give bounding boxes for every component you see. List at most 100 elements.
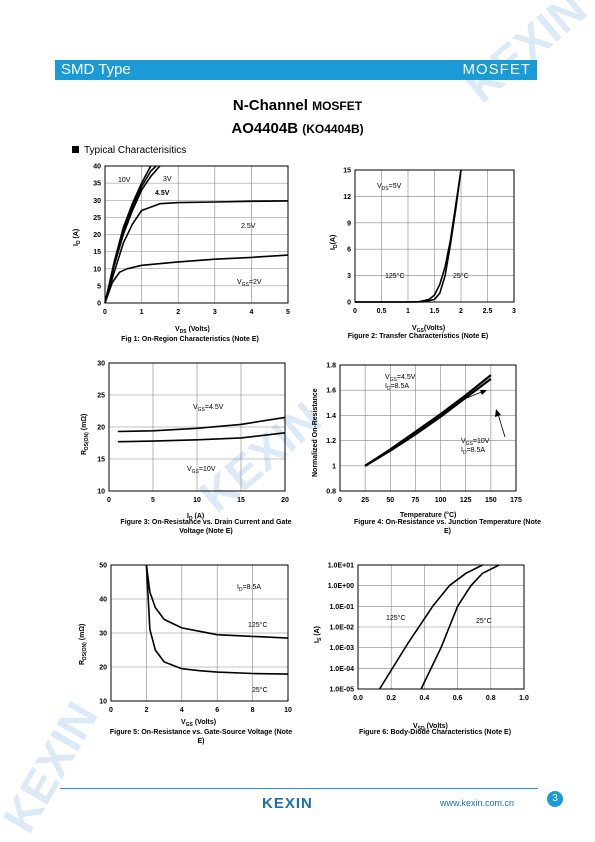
- fig4-ytick-label: 1.6: [326, 388, 336, 395]
- fig1-series-line-3: [104, 200, 289, 304]
- fig4-xtick-label: 150: [485, 497, 497, 504]
- fig1-ylabel: ID (A): [73, 229, 82, 246]
- fig3-series-line-1: [117, 432, 286, 443]
- fig5-ytick-label: 20: [99, 665, 107, 672]
- fig5-ytick-label: 50: [99, 563, 107, 570]
- part-alt: (KO4404B): [302, 122, 364, 136]
- fig1-grid: [105, 166, 288, 303]
- title-main: N-Channel: [232, 97, 308, 114]
- fig2-grid: [355, 170, 514, 302]
- fig1-xtick-label: 2: [176, 309, 180, 316]
- fig2-frame: [354, 169, 515, 303]
- fig1-series-line-4: [104, 254, 289, 304]
- fig1-frame: [104, 165, 289, 304]
- fig5-xtick-label: 6: [215, 707, 219, 714]
- fig6-caption: Figure 6: Body-Diode Characteristics (No…: [358, 729, 512, 736]
- fig2-yticks: 0 3 6 9 12 15: [343, 168, 351, 307]
- fig3-series: [117, 416, 286, 443]
- fig1-ytick-label: 10: [93, 266, 101, 273]
- fig4-xtick-label: 25: [361, 497, 369, 504]
- part-number: AO4404B (KO4404B): [0, 120, 595, 137]
- fig4-caption: Figure 4: On-Resistance vs. Junction Tem…: [354, 519, 541, 535]
- fig2-xtick-label: 0: [353, 308, 357, 315]
- page-title: N-Channel MOSFET: [0, 97, 595, 114]
- fig2-label-25c: 25°C: [453, 272, 469, 280]
- section-heading: Typical Characterisitics: [72, 145, 186, 156]
- fig6-xtick-label: 0.8: [486, 695, 496, 702]
- fig3-ytick-label: 30: [97, 361, 105, 368]
- bullet-square-icon: [72, 146, 79, 153]
- fig5-xtick-label: 4: [180, 707, 184, 714]
- fig6-xticks: 0.0 0.2 0.4 0.6 0.8 1.0: [353, 695, 529, 702]
- fig6-ytick-label: 1.0E+01: [328, 563, 354, 570]
- fig2-xlabel: VGS(Volts): [412, 325, 445, 334]
- fig4-ytick-label: 1: [332, 463, 336, 470]
- part-main: AO4404B: [231, 120, 299, 137]
- fig2-xtick-label: 0.5: [377, 308, 387, 315]
- fig2-ytick-label: 9: [347, 220, 351, 227]
- fig4-xtick-label: 125: [460, 497, 472, 504]
- fig6-label-125c: 125°C: [386, 614, 406, 622]
- footer-url[interactable]: www.kexin.com.cn: [440, 798, 515, 808]
- fig2-series-line-1: [355, 169, 462, 303]
- fig6-frame: [357, 564, 525, 690]
- fig6-ytick-label: 1.0E-02: [329, 625, 354, 632]
- fig4-arrowhead-a-icon: [480, 390, 487, 395]
- fig2-xtick-label: 2.5: [483, 308, 493, 315]
- fig4-arrow-b: [497, 413, 506, 438]
- fig4-label-vgs-10v: VGS=10V: [461, 438, 490, 447]
- fig3-label-vgs-10v: VGS=10V: [187, 466, 216, 475]
- fig2-ytick-label: 12: [343, 194, 351, 201]
- fig5-xtick-label: 10: [284, 707, 292, 714]
- fig1-label-4-5v: 4.5V: [155, 190, 170, 197]
- fig3-xtick-label: 0: [107, 497, 111, 504]
- fig5-series-line-0: [145, 564, 289, 639]
- fig3-label-vgs-4-5v: VGS=4.5V: [193, 404, 224, 413]
- fig4-xlabel: Temperature (°C): [400, 511, 456, 519]
- fig1-ytick-label: 20: [93, 232, 101, 239]
- fig1-xtick-label: 1: [140, 309, 144, 316]
- fig6-ytick-label: 1.0E-05: [329, 687, 354, 694]
- fig3-xtick-label: 5: [151, 497, 155, 504]
- fig4-ytick-label: 1.8: [326, 363, 336, 370]
- fig4-label-vgs-4-5v: VGS=4.5V: [385, 374, 416, 383]
- fig4-xtick-label: 0: [338, 497, 342, 504]
- fig2-chart: 0 0.5 1 1.5 2 2.5 3 0 3 6 9 12 15 VDS=5V 125°C 25°C…: [330, 168, 516, 335]
- fig2-xtick-label: 2: [459, 308, 463, 315]
- fig3-xtick-label: 20: [281, 497, 289, 504]
- fig2-label-vds: VDS=5V: [377, 183, 402, 192]
- fig5-xticks: 0 2 4 6 8 10: [109, 707, 292, 714]
- fig5-ytick-label: 30: [99, 631, 107, 638]
- fig1-label-10v: 10V: [118, 177, 131, 184]
- fig2-ytick-label: 6: [347, 247, 351, 254]
- fig5-series-line-1: [145, 564, 289, 675]
- title-main-suffix: MOSFET: [312, 99, 363, 113]
- fig3-xtick-label: 10: [193, 497, 201, 504]
- fig4-chart: 0 25 50 75 100 125 150 175 0.8 1 1.2 1.4 1.6 1.8 VGS…: [312, 363, 522, 520]
- fig1-ytick-label: 25: [93, 215, 101, 222]
- fig5-xtick-label: 8: [251, 707, 255, 714]
- fig5-series: [145, 564, 289, 675]
- fig6-ylabel: IS (A): [314, 626, 323, 643]
- fig6-xtick-label: 1.0: [519, 695, 529, 702]
- fig5-yticks: 10 20 30 40 50: [99, 563, 107, 706]
- fig4-ylabel: Normalized On-Resistance: [312, 388, 319, 477]
- footer-logo: KEXIN: [262, 795, 313, 812]
- fig2-series: [355, 169, 462, 303]
- fig2-xtick-label: 3: [512, 308, 516, 315]
- fig3-ytick-label: 20: [97, 425, 105, 432]
- fig1-yticks: 0 5 10 15 20 25 30 35 40: [93, 164, 101, 308]
- fig4-frame: [339, 364, 517, 492]
- fig6-xtick-label: 0.6: [453, 695, 463, 702]
- fig2-label-125c: 125°C: [385, 272, 405, 280]
- header-right-label: MOSFET: [462, 61, 531, 78]
- fig1-xlabel: VDS (Volts): [175, 326, 210, 335]
- fig1-xticks: 0 1 2 3 4 5: [103, 309, 290, 316]
- fig1-xtick-label: 0: [103, 309, 107, 316]
- fig1-series-line-2: [104, 165, 157, 304]
- fig1-ytick-label: 35: [93, 181, 101, 188]
- fig1-ytick-label: 30: [93, 198, 101, 205]
- fig6-series-line-0: [378, 564, 483, 690]
- fig2-xtick-label: 1.5: [430, 308, 440, 315]
- section-label: Typical Characterisitics: [84, 145, 187, 156]
